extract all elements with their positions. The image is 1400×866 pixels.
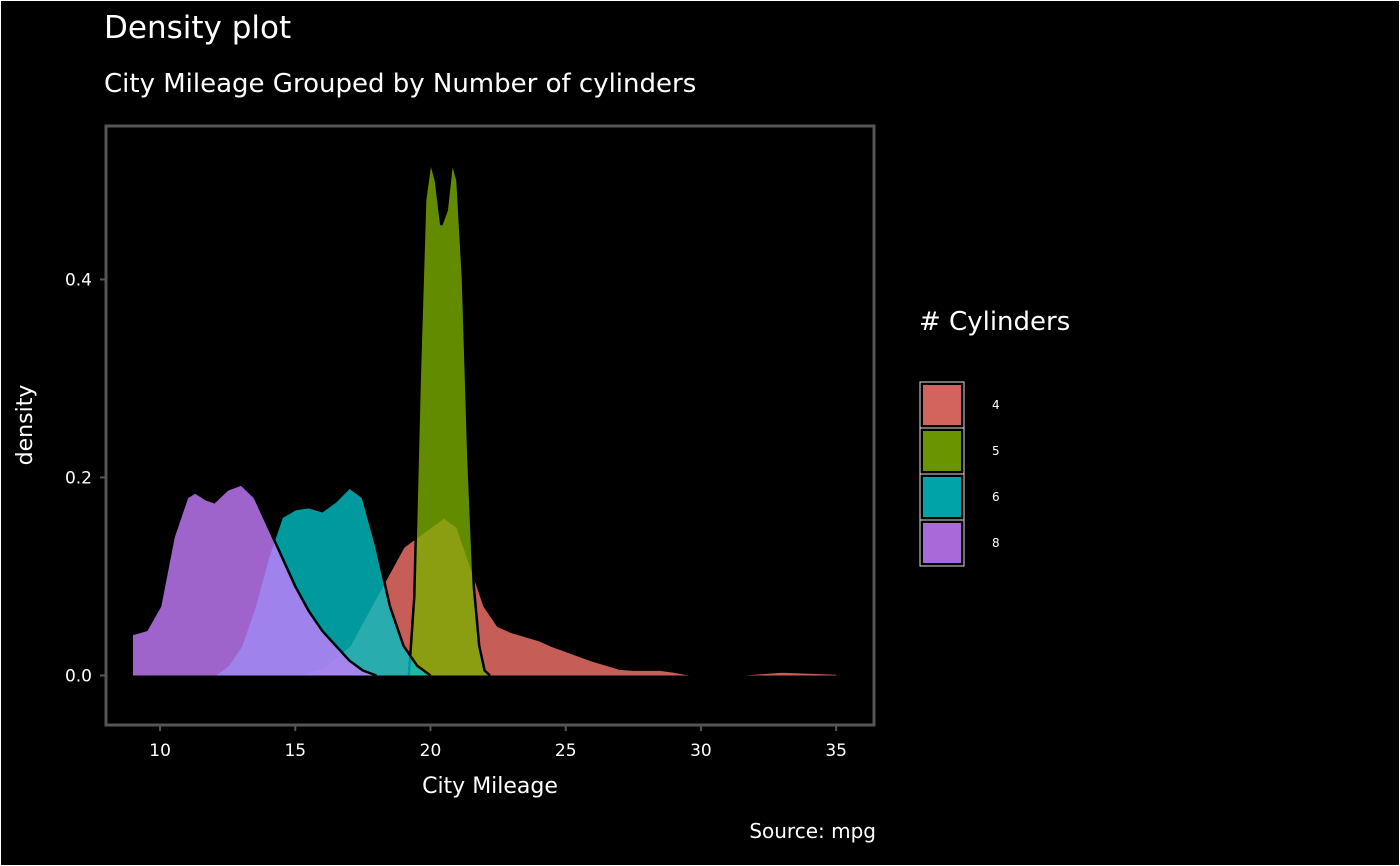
chart-subtitle: City Mileage Grouped by Number of cylind… (104, 69, 696, 99)
density-line-5 (407, 160, 491, 677)
chart-title: Density plot (104, 10, 291, 46)
y-tick-label: 0.4 (65, 270, 92, 290)
legend: 4 5 6 8 (919, 381, 1000, 567)
legend-key-6 (923, 477, 961, 517)
legend-key-8 (923, 523, 961, 563)
x-axis-title: City Mileage (422, 774, 558, 799)
legend-title: # Cylinders (919, 307, 1070, 337)
x-tick-label: 10 (149, 741, 171, 761)
x-tick-label: 15 (284, 741, 306, 761)
x-tick-label: 35 (825, 741, 847, 761)
x-tick-label: 25 (555, 741, 577, 761)
legend-label-6: 6 (992, 490, 1000, 504)
legend-label-5: 5 (992, 444, 1000, 458)
density-line-4 (294, 515, 837, 677)
y-tick-label: 0.0 (65, 666, 92, 686)
x-axis: 10 15 20 25 30 35 (149, 725, 847, 761)
density-line-8 (132, 482, 377, 677)
density-area-8 (133, 484, 377, 676)
y-axis-title: density (13, 385, 38, 466)
legend-label-4: 4 (992, 398, 1000, 412)
density-areas (132, 160, 837, 677)
y-axis: 0.0 0.2 0.4 (65, 270, 106, 686)
legend-label-8: 8 (992, 536, 1000, 550)
chart-caption: Source: mpg (749, 819, 876, 843)
density-area-5 (408, 160, 490, 676)
legend-key-4 (923, 385, 961, 425)
x-tick-label: 20 (420, 741, 442, 761)
y-tick-label: 0.2 (65, 468, 92, 488)
x-tick-label: 30 (690, 741, 712, 761)
legend-key-5 (923, 431, 961, 471)
plot-panel-border (104, 124, 876, 727)
